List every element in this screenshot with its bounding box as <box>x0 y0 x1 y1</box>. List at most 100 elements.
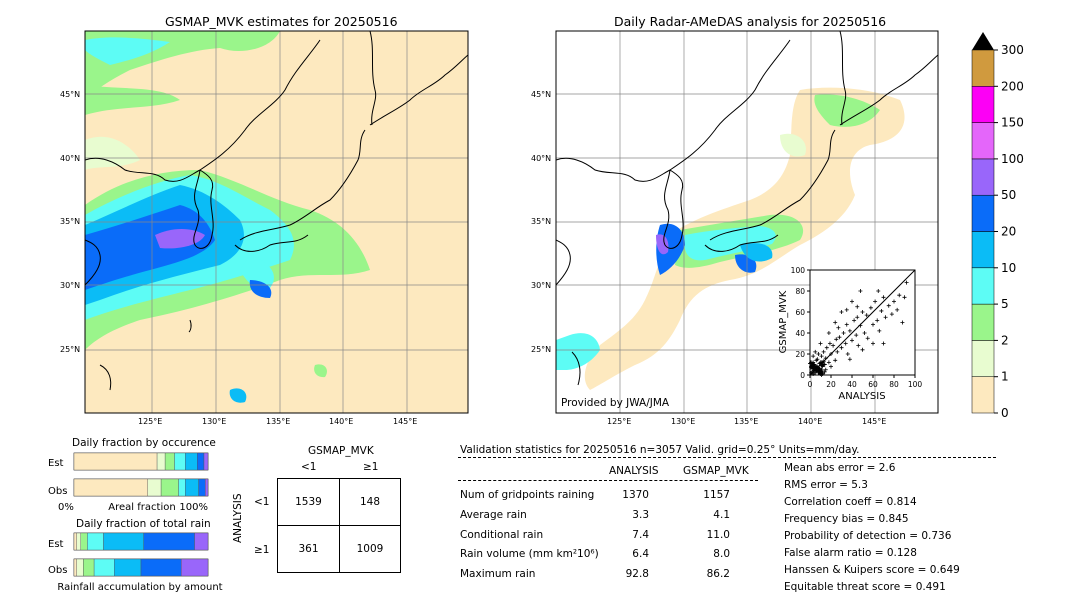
scatter-point <box>854 333 859 338</box>
stats-row-label: Num of gridpoints raining <box>460 489 595 501</box>
scatter-point <box>860 347 865 352</box>
left-lon-label: 130°E <box>202 417 227 426</box>
left-lat-label: 40°N <box>60 154 81 163</box>
scatter-point <box>850 299 854 304</box>
scatter-point <box>876 289 881 293</box>
contingency-col-2: ≥1 <box>363 461 379 473</box>
scatter-point <box>822 369 827 374</box>
stats-row-analysis: 92.8 <box>625 568 649 580</box>
scatter-point <box>813 349 818 354</box>
scatter-point <box>865 336 870 341</box>
stats-header: Validation statistics for 20250516 n=305… <box>460 444 860 456</box>
scatter-point <box>824 345 829 350</box>
scatter-point <box>864 313 869 318</box>
scatter-point <box>823 367 828 372</box>
scatter-point <box>822 362 827 367</box>
stats-row-label: Average rain <box>460 509 527 521</box>
score-ets: Equitable threat score = 0.491 <box>784 581 946 593</box>
left-lat-label: 25°N <box>60 345 81 354</box>
scatter-point <box>844 307 849 312</box>
tot-obs-label: Obs <box>48 565 67 576</box>
scatter-point <box>897 293 902 298</box>
left-lat-label: 45°N <box>60 90 81 99</box>
fraction-bar-segment <box>147 478 162 497</box>
occ-tick-0: 0% <box>58 502 74 513</box>
scatter-plot: 0 20 40 60 80 100 0 20 40 60 80 100 ANALYSIS GSMAP_… <box>778 266 923 402</box>
scatter-point <box>858 323 863 328</box>
scatter-point <box>847 357 852 362</box>
scatter-point <box>868 305 873 310</box>
fraction-bar-segment <box>113 558 142 577</box>
contingency-row-2: ≥1 <box>254 544 270 556</box>
scatter-point <box>818 341 823 346</box>
stats-col-gsmap: GSMAP_MVK <box>683 465 749 477</box>
fraction-bar-segment <box>73 532 77 551</box>
scatter-point <box>843 341 848 346</box>
scatter-point <box>886 303 891 308</box>
fraction-bar-segment <box>203 452 209 471</box>
scatter-point <box>817 369 822 374</box>
colorbar-label: 20 <box>1001 225 1016 239</box>
fraction-bar-segment <box>156 452 166 471</box>
scatter-point <box>833 320 838 325</box>
scatter-point <box>839 345 844 350</box>
stats-row-gsmap: 4.1 <box>713 509 730 521</box>
scatter-point <box>855 315 860 320</box>
scatter-point <box>892 299 896 304</box>
stats-row-gsmap: 8.0 <box>713 548 730 560</box>
scatter-point <box>879 308 884 313</box>
right-lon-label: 135°E <box>734 417 759 426</box>
fraction-bar-segment <box>87 532 104 551</box>
left-lon-label: 140°E <box>329 417 354 426</box>
colorbar-segment <box>971 376 995 414</box>
stats-divider <box>458 457 996 458</box>
scatter-point <box>814 358 819 363</box>
scatter-y-tick-label: 60 <box>795 308 805 317</box>
fraction-bar-segment <box>185 452 198 471</box>
scatter-point <box>816 352 821 356</box>
colorbar-label: 150 <box>1001 116 1024 130</box>
fraction-bar-segment <box>76 532 81 551</box>
colorbar-segment <box>971 122 995 160</box>
scatter-point <box>835 349 840 354</box>
scatter-point <box>808 361 812 366</box>
scatter-point <box>829 352 833 356</box>
occurrence-title: Daily fraction by occurence <box>72 437 216 449</box>
score-rmse: RMS error = 5.3 <box>784 479 868 491</box>
left-lon-label: 145°E <box>393 417 418 426</box>
scatter-point <box>819 373 824 377</box>
scatter-point <box>847 328 852 333</box>
fraction-bar-segment <box>178 478 186 497</box>
scatter-point <box>812 366 817 371</box>
right-lon-label: 140°E <box>798 417 823 426</box>
scatter-point <box>827 341 832 346</box>
colorbar-extend-arrow <box>972 32 994 50</box>
colorbar-segment <box>971 194 995 232</box>
fraction-bar-segment <box>205 478 209 497</box>
contingency-cell: 361 <box>298 543 319 555</box>
right-lon-label: 145°E <box>862 417 887 426</box>
contingency-row-axis: ANALYSIS <box>232 493 244 543</box>
scatter-x-tick-label: 0 <box>808 380 813 389</box>
scatter-x-tick-label: 100 <box>908 380 923 389</box>
left-map <box>84 30 469 414</box>
score-corr: Correlation coeff = 0.814 <box>784 496 917 508</box>
scatter-point <box>844 322 849 327</box>
scatter-point <box>871 341 875 346</box>
scatter-x-tick-label: 80 <box>889 380 899 389</box>
occ-est-label: Est <box>48 458 64 469</box>
contingency-cell: 148 <box>359 496 381 508</box>
colorbar-segment <box>971 231 995 269</box>
occ-obs-label: Obs <box>48 486 67 497</box>
fraction-bar-segment <box>197 452 205 471</box>
right-map-title: Daily Radar-AMeDAS analysis for 20250516 <box>614 14 887 29</box>
scatter-point <box>850 338 854 343</box>
scatter-point <box>875 318 880 323</box>
stats-row-gsmap: 86.2 <box>706 568 730 580</box>
scatter-y-tick-label: 80 <box>795 287 805 296</box>
colorbar-label: 2 <box>1001 333 1009 347</box>
colorbar-segment <box>971 49 995 87</box>
right-lat-label: 30°N <box>531 281 552 290</box>
left-lat-label: 30°N <box>60 281 81 290</box>
stats-row-analysis: 7.4 <box>632 529 649 541</box>
